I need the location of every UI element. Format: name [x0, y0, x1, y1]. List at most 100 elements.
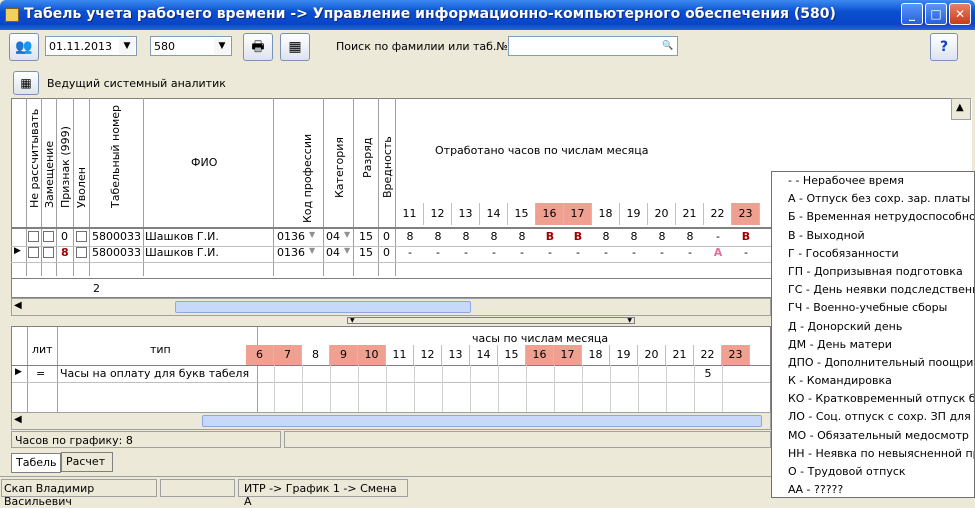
code-option[interactable]: КО - Кратковременный отпуск бе	[788, 392, 975, 406]
day-value-cell[interactable]: 8	[658, 230, 666, 243]
day-value-cell[interactable]: -	[464, 246, 468, 259]
calculator-icon: ▦	[288, 39, 302, 55]
code-option[interactable]: - - Нерабочее время	[788, 174, 904, 187]
norasch-checkbox[interactable]	[28, 231, 39, 242]
day-header-20: 20	[638, 345, 666, 365]
kat-cell[interactable]: 04	[326, 246, 340, 259]
zamesh-checkbox[interactable]	[43, 231, 54, 242]
header-divider	[11, 227, 771, 228]
day-value-cell[interactable]: В	[741, 230, 751, 243]
day-value-cell[interactable]: 8	[406, 230, 414, 243]
column-divider	[442, 365, 443, 415]
splitter[interactable]: ▼ ▼	[347, 317, 635, 324]
code-option[interactable]: ДМ - День матери	[788, 337, 892, 351]
close-button[interactable]: ✕	[949, 3, 971, 25]
kod-cell[interactable]: 0136	[277, 246, 305, 259]
day-header-13: 13	[442, 345, 470, 365]
code-option[interactable]: ДПО - Дополнительный поощрит	[788, 355, 975, 369]
day-value-cell[interactable]: -	[520, 246, 524, 259]
upper-v-scrollbar[interactable]: ▲	[951, 98, 971, 120]
code-option[interactable]: В - Выходной	[788, 228, 865, 242]
uvolen-checkbox[interactable]	[76, 247, 87, 258]
upper-h-scrollbar[interactable]: ◀	[11, 298, 771, 316]
dept-select[interactable]: 580 ▼	[150, 36, 232, 56]
fio-cell: Шашков Г.И.	[145, 246, 219, 259]
day-value-cell[interactable]: 8	[686, 230, 694, 243]
day-value-cell[interactable]: В	[545, 230, 555, 243]
users-button[interactable]: 👥	[9, 33, 39, 61]
column-divider	[57, 327, 58, 415]
code-option[interactable]: К - Командировка	[788, 374, 892, 388]
day-value-cell[interactable]: 8	[630, 230, 638, 243]
day-header-19: 19	[610, 345, 638, 365]
date-select[interactable]: 01.11.2013 ▼	[45, 36, 137, 56]
upper-h-scroll-thumb[interactable]	[175, 301, 471, 313]
total-count: 2	[93, 282, 100, 295]
kod-cell[interactable]: 0136	[277, 230, 305, 243]
search-input[interactable]: 🔍	[508, 36, 678, 56]
scroll-left-icon[interactable]: ◀	[14, 300, 22, 311]
help-button[interactable]: ?	[930, 33, 958, 61]
day-value-cell[interactable]: 8	[518, 230, 526, 243]
day-value-cell[interactable]: В	[573, 230, 583, 243]
minimize-button[interactable]: _	[901, 3, 923, 25]
zamesh-checkbox[interactable]	[43, 247, 54, 258]
code-option[interactable]: ГП - Допризывная подготовка	[788, 264, 963, 278]
calculator-button[interactable]: ▦	[280, 33, 310, 61]
code-option[interactable]: ГЧ - Военно-учебные сборы	[788, 301, 948, 315]
search-icon[interactable]: 🔍	[660, 38, 676, 54]
day-header-13: 13	[452, 203, 480, 225]
absence-code-list[interactable]: - - Нерабочее время А - Отпуск без сохр. …	[771, 171, 975, 498]
print-button[interactable]: 🖶	[243, 33, 273, 61]
tab-tabel[interactable]: Табель	[11, 453, 61, 473]
maximize-button[interactable]: □	[925, 3, 947, 25]
code-option[interactable]: НН - Неявка по невыясненной при	[788, 446, 975, 460]
uvolen-checkbox[interactable]	[76, 231, 87, 242]
day-value-cell[interactable]: -	[660, 246, 664, 259]
day-value-cell[interactable]: -	[408, 246, 412, 259]
razryad-cell: 15	[359, 230, 373, 243]
day-value-cell[interactable]: 8	[602, 230, 610, 243]
day-header-21: 21	[676, 203, 704, 225]
code-option[interactable]: МО - Обязательный медосмотр	[788, 428, 969, 442]
code-option[interactable]: Д - Донорский день	[788, 319, 903, 333]
day-value-cell[interactable]: -	[576, 246, 580, 259]
day-value-cell[interactable]: 8	[490, 230, 498, 243]
day-header-20: 20	[648, 203, 676, 225]
chevron-down-icon: ▼	[309, 246, 316, 255]
column-divider	[378, 98, 379, 276]
type-cell: Часы на оплату для букв табеля	[60, 367, 250, 380]
day-value-cell[interactable]: -	[436, 246, 440, 259]
tab-raschet[interactable]: Расчет	[61, 452, 113, 472]
day-value-cell[interactable]: 8	[434, 230, 442, 243]
day-value-cell[interactable]: -	[604, 246, 608, 259]
code-option[interactable]: ГС - День неявки подследственно	[788, 283, 975, 297]
column-divider	[73, 98, 74, 276]
day-value-cell[interactable]: 5	[704, 367, 712, 380]
day-value-cell[interactable]: -	[632, 246, 636, 259]
day-value-cell[interactable]: -	[548, 246, 552, 259]
column-divider	[353, 98, 354, 276]
position-button[interactable]: ▦	[13, 71, 39, 95]
column-header-kat: Категория	[333, 137, 346, 198]
day-value-cell[interactable]: 8	[462, 230, 470, 243]
day-value-cell[interactable]: -	[744, 246, 748, 259]
code-option[interactable]: АА - ?????	[788, 483, 844, 497]
day-value-cell[interactable]: -	[716, 230, 720, 243]
window-title: Табель учета рабочего времени -> Управле…	[24, 6, 836, 22]
lower-h-scrollbar[interactable]: ◀	[11, 412, 771, 430]
day-value-cell[interactable]: А	[713, 246, 723, 259]
scroll-left-icon[interactable]: ◀	[14, 414, 22, 425]
scroll-up-icon[interactable]: ▲	[956, 102, 964, 113]
day-value-cell[interactable]: -	[688, 246, 692, 259]
code-option[interactable]: ЛО - Соц. отпуск с сохр. ЗП для л	[788, 410, 975, 424]
day-value-cell[interactable]: -	[492, 246, 496, 259]
norasch-checkbox[interactable]	[28, 247, 39, 258]
row-divider	[12, 382, 770, 383]
kat-cell[interactable]: 04	[326, 230, 340, 243]
lower-h-scroll-thumb[interactable]	[202, 415, 762, 427]
code-option[interactable]: Б - Временная нетрудоспособност	[788, 210, 975, 224]
code-option[interactable]: А - Отпуск без сохр. зар. платы	[788, 192, 971, 206]
code-option[interactable]: Г - Гособязанности	[788, 246, 899, 260]
code-option[interactable]: О - Трудовой отпуск	[788, 465, 906, 478]
